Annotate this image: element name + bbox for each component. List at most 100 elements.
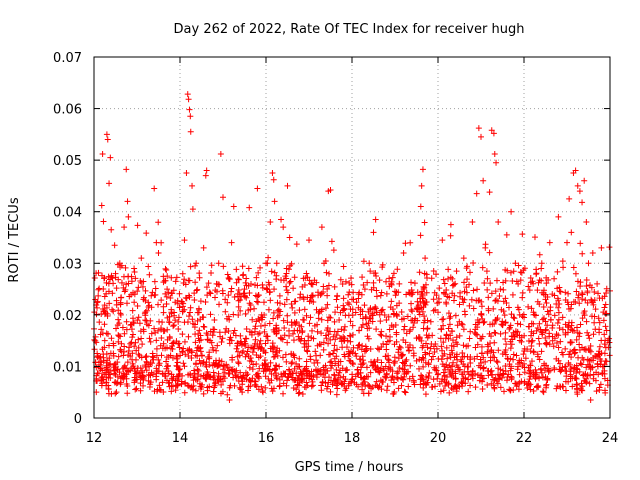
data-point bbox=[344, 337, 351, 344]
data-point bbox=[316, 368, 323, 375]
data-point bbox=[328, 358, 335, 365]
data-point bbox=[272, 353, 279, 360]
data-point bbox=[421, 313, 428, 320]
data-point bbox=[207, 311, 214, 318]
data-point bbox=[422, 351, 429, 358]
data-point bbox=[474, 286, 481, 293]
data-point bbox=[198, 384, 205, 391]
data-point bbox=[543, 299, 550, 306]
data-point bbox=[240, 348, 247, 355]
data-point bbox=[257, 264, 264, 271]
data-point bbox=[341, 323, 348, 330]
x-tick-label: 12 bbox=[86, 431, 103, 446]
data-point bbox=[156, 360, 163, 367]
data-point bbox=[486, 189, 493, 196]
data-point bbox=[378, 309, 385, 316]
data-point bbox=[602, 301, 609, 308]
data-point bbox=[112, 270, 119, 277]
data-point bbox=[194, 353, 201, 360]
data-point bbox=[601, 375, 608, 382]
data-point bbox=[394, 266, 401, 273]
data-point bbox=[207, 328, 214, 335]
data-point bbox=[195, 330, 202, 337]
data-point bbox=[201, 324, 208, 331]
data-point bbox=[541, 367, 548, 374]
data-point bbox=[526, 287, 533, 294]
data-point bbox=[507, 387, 514, 394]
data-point bbox=[107, 375, 114, 382]
data-point bbox=[315, 310, 322, 317]
data-point bbox=[228, 285, 235, 292]
data-point bbox=[447, 221, 454, 228]
data-point bbox=[416, 269, 423, 276]
data-point bbox=[479, 264, 486, 271]
data-point bbox=[243, 326, 250, 333]
data-point bbox=[491, 385, 498, 392]
data-point bbox=[596, 343, 603, 350]
data-point bbox=[123, 166, 130, 173]
data-point bbox=[98, 272, 105, 279]
data-point bbox=[235, 303, 242, 310]
data-point bbox=[278, 277, 285, 284]
data-point bbox=[215, 378, 222, 385]
data-point bbox=[153, 239, 160, 246]
data-point bbox=[185, 277, 192, 284]
data-point bbox=[600, 317, 607, 324]
data-point bbox=[235, 276, 242, 283]
data-point bbox=[273, 330, 280, 337]
data-point bbox=[289, 304, 296, 311]
data-point bbox=[567, 375, 574, 382]
data-point bbox=[114, 379, 121, 386]
data-point bbox=[261, 360, 268, 367]
data-point bbox=[269, 170, 276, 177]
data-point bbox=[275, 306, 282, 313]
data-point bbox=[210, 347, 217, 354]
data-point bbox=[292, 320, 299, 327]
data-point bbox=[207, 374, 214, 381]
data-point bbox=[105, 331, 112, 338]
data-point bbox=[333, 366, 340, 373]
data-point bbox=[216, 301, 223, 308]
data-point bbox=[595, 290, 602, 297]
data-point bbox=[525, 303, 532, 310]
data-point bbox=[430, 296, 437, 303]
data-point bbox=[268, 377, 275, 384]
data-point bbox=[247, 281, 254, 288]
data-point bbox=[499, 322, 506, 329]
data-point bbox=[359, 386, 366, 393]
data-point bbox=[445, 266, 452, 273]
data-point bbox=[211, 384, 218, 391]
data-point bbox=[543, 280, 550, 287]
data-point bbox=[314, 328, 321, 335]
data-point bbox=[346, 301, 353, 308]
data-point bbox=[155, 301, 162, 308]
data-point bbox=[143, 353, 150, 360]
data-point bbox=[182, 379, 189, 386]
data-point bbox=[543, 381, 550, 388]
data-point bbox=[440, 369, 447, 376]
data-point bbox=[601, 387, 608, 394]
data-point bbox=[173, 355, 180, 362]
data-point bbox=[572, 270, 579, 277]
data-point bbox=[540, 303, 547, 310]
data-point bbox=[120, 348, 127, 355]
data-point bbox=[101, 337, 108, 344]
data-point bbox=[296, 363, 303, 370]
data-point bbox=[584, 356, 591, 363]
data-point bbox=[154, 327, 161, 334]
data-point bbox=[591, 319, 598, 326]
data-point bbox=[331, 283, 338, 290]
data-point bbox=[189, 206, 196, 213]
data-point bbox=[584, 289, 591, 296]
data-point bbox=[539, 329, 546, 336]
x-tick-label: 18 bbox=[344, 431, 361, 446]
data-point bbox=[267, 288, 274, 295]
data-point bbox=[438, 326, 445, 333]
data-point bbox=[111, 242, 118, 249]
data-point bbox=[382, 353, 389, 360]
data-point bbox=[105, 382, 112, 389]
data-point bbox=[571, 346, 578, 353]
data-point bbox=[153, 345, 160, 352]
data-point bbox=[245, 265, 252, 272]
data-point bbox=[174, 373, 181, 380]
